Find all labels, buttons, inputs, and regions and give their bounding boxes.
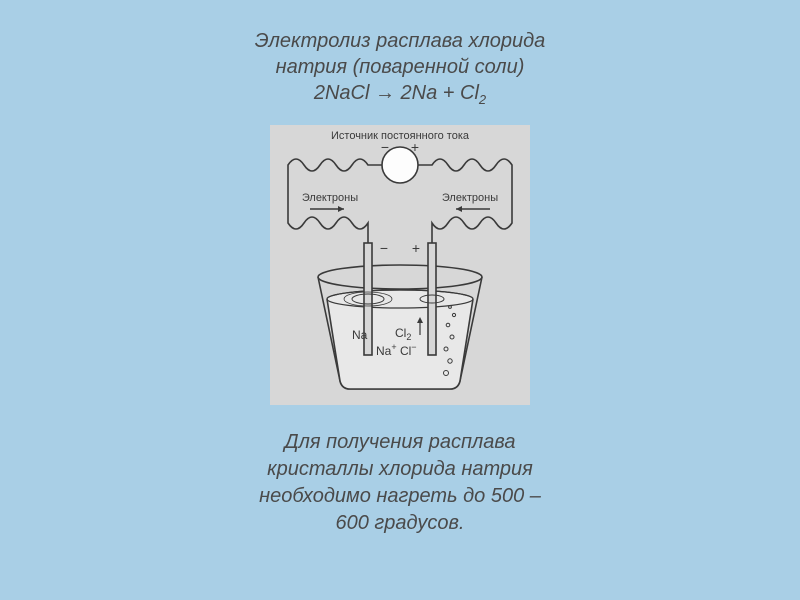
electron-arrow-right — [456, 206, 490, 212]
title-line-2: натрия (поваренной соли) — [255, 54, 546, 80]
dc-source-label: Источник постоянного тока — [331, 130, 470, 142]
footer-line-2: кристаллы хлорида натрия — [259, 456, 541, 483]
arrow-icon: → — [375, 82, 395, 104]
electron-arrow-left — [310, 206, 344, 212]
source-minus: − — [381, 139, 389, 155]
equation-sub: 2 — [479, 92, 486, 107]
title-block: Электролиз расплава хлорида натрия (пова… — [255, 28, 546, 107]
diagram-svg: Источник постоянного тока − + Электроны … — [270, 125, 530, 405]
chemical-equation: 2NaCl → 2Na + Cl2 — [255, 82, 546, 107]
equation-rhs1: 2Na — [401, 82, 438, 104]
cathode-sign: − — [380, 240, 388, 256]
footer-block: Для получения расплава кристаллы хлорида… — [259, 429, 541, 537]
anode-electrode — [428, 243, 436, 355]
electron-label-right: Электроны — [442, 192, 498, 204]
footer-line-4: 600 градусов. — [259, 510, 541, 537]
footer-line-1: Для получения расплава — [259, 429, 541, 456]
electrolysis-diagram: Источник постоянного тока − + Электроны … — [270, 125, 530, 405]
electron-label-left: Электроны — [302, 192, 358, 204]
ion-labels: Na+ Cl− — [376, 342, 417, 358]
source-plus: + — [411, 139, 419, 155]
footer-line-3: необходимо нагреть до 500 – — [259, 483, 541, 510]
title-line-1: Электролиз расплава хлорида — [255, 28, 546, 54]
na-label: Na — [352, 328, 368, 342]
anode-sign: + — [412, 240, 420, 256]
equation-lhs: 2NaCl — [314, 82, 370, 104]
equation-rhs2: Cl — [460, 82, 479, 104]
